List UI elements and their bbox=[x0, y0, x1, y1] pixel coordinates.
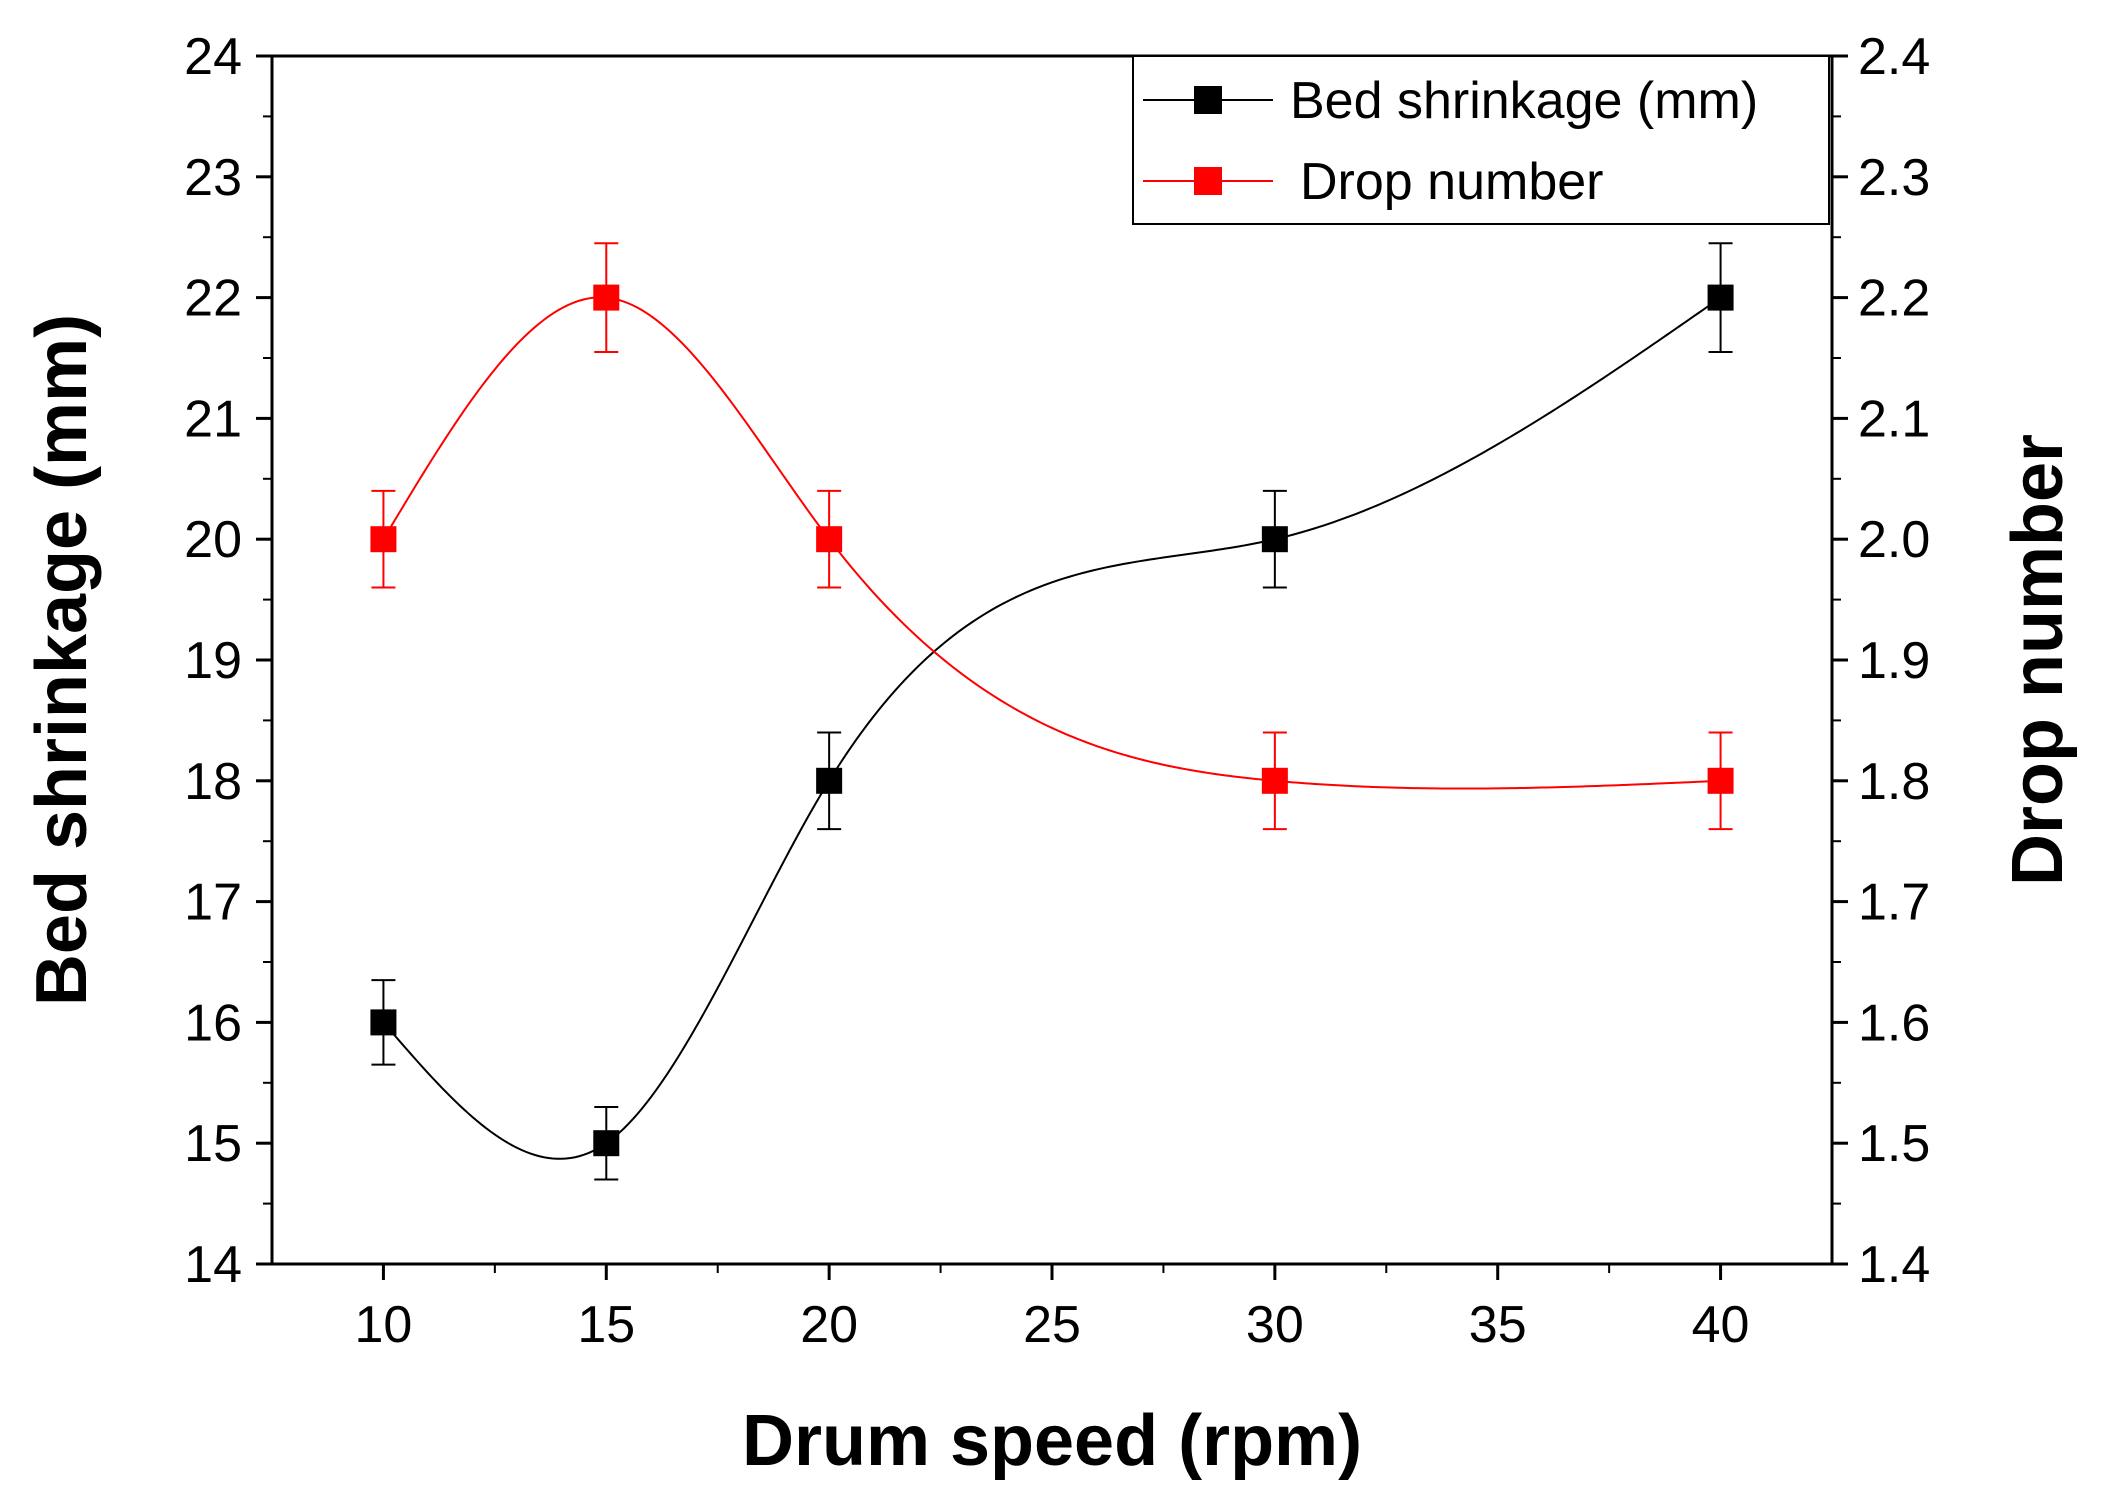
x-tick-label: 40 bbox=[1692, 1296, 1750, 1354]
bed-shrinkage-point bbox=[1261, 526, 1288, 553]
x-tick-label: 20 bbox=[800, 1296, 858, 1354]
legend: Bed shrinkage (mm) Drop number bbox=[1132, 55, 1830, 225]
y-axis-right: 1.4 1.5 1.6 1.7 1.8 1.9 2.0 2.1 2.2 2.3 2.4 bbox=[1832, 28, 1930, 1294]
y-tick-label: 21 bbox=[184, 390, 242, 448]
legend-label-drop-number: Drop number bbox=[1300, 153, 1603, 211]
y2-tick-label: 2.3 bbox=[1858, 149, 1930, 207]
y2-tick-label: 1.6 bbox=[1858, 994, 1930, 1052]
y2-tick-label: 2.0 bbox=[1858, 511, 1930, 569]
y2-tick-label: 1.5 bbox=[1858, 1115, 1930, 1173]
y2-tick-label: 2.4 bbox=[1858, 28, 1930, 86]
y2-tick-label: 2.1 bbox=[1858, 390, 1930, 448]
legend-label-bed-shrinkage: Bed shrinkage (mm) bbox=[1290, 72, 1758, 130]
y2-tick-label: 1.8 bbox=[1858, 753, 1930, 811]
y-tick-label: 22 bbox=[184, 270, 242, 328]
bed-shrinkage-point bbox=[370, 1009, 397, 1036]
legend-marker-bed-shrinkage bbox=[1194, 86, 1222, 114]
x-tick-label: 10 bbox=[355, 1296, 413, 1354]
y-tick-label: 16 bbox=[184, 994, 242, 1052]
drop-number-point bbox=[1261, 767, 1288, 794]
drop-number-point bbox=[370, 526, 397, 553]
y-axis-left: 14 15 16 17 18 19 20 21 22 23 24 bbox=[184, 28, 272, 1294]
x-axis: 10 15 20 25 30 35 40 bbox=[355, 1264, 1750, 1354]
legend-marker-drop-number bbox=[1194, 167, 1222, 195]
y-axis-title: Bed shrinkage (mm) bbox=[22, 314, 102, 1006]
x-axis-title: Drum speed (rpm) bbox=[742, 1401, 1362, 1481]
bed-shrinkage-point bbox=[816, 767, 843, 794]
x-tick-label: 35 bbox=[1469, 1296, 1527, 1354]
x-tick-label: 15 bbox=[577, 1296, 635, 1354]
y-tick-label: 24 bbox=[184, 28, 242, 86]
bed-shrinkage-point bbox=[1707, 284, 1734, 311]
drop-number-point bbox=[1707, 767, 1734, 794]
series-layer bbox=[370, 242, 1734, 1181]
y2-axis-title: Drop number bbox=[1998, 434, 2078, 886]
drop-number-point bbox=[816, 526, 843, 553]
y2-tick-label: 1.7 bbox=[1858, 874, 1930, 932]
y2-tick-label: 2.2 bbox=[1858, 270, 1930, 328]
y-tick-label: 18 bbox=[184, 753, 242, 811]
x-tick-label: 30 bbox=[1246, 1296, 1304, 1354]
y-tick-label: 15 bbox=[184, 1115, 242, 1173]
y-tick-label: 14 bbox=[184, 1236, 242, 1294]
y2-tick-label: 1.9 bbox=[1858, 632, 1930, 690]
legend-box bbox=[1132, 55, 1830, 225]
drop-number-curve bbox=[382, 296, 1721, 790]
bed-shrinkage-point bbox=[593, 1130, 620, 1157]
x-tick-label: 25 bbox=[1023, 1296, 1081, 1354]
plot-frame bbox=[270, 54, 1834, 1266]
y2-tick-label: 1.4 bbox=[1858, 1236, 1930, 1294]
y-tick-label: 20 bbox=[184, 511, 242, 569]
y-tick-label: 17 bbox=[184, 874, 242, 932]
y-tick-label: 23 bbox=[184, 149, 242, 207]
y-tick-label: 19 bbox=[184, 632, 242, 690]
drop-number-point bbox=[593, 284, 620, 311]
